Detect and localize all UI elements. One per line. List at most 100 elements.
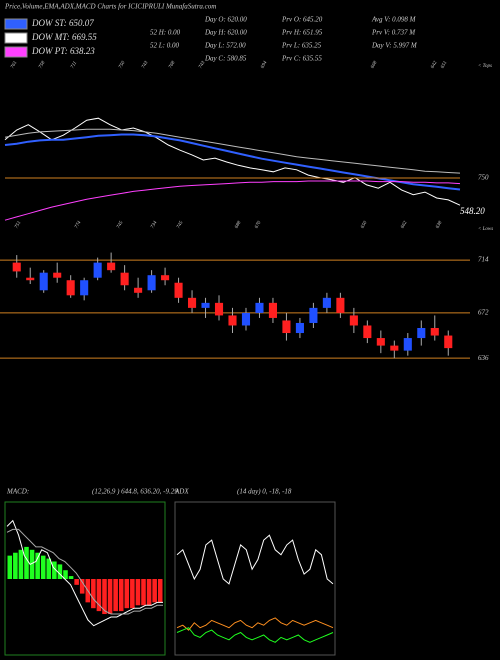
top-label: 743: [141, 60, 149, 69]
histogram-bar: [102, 579, 107, 615]
series-line: [6, 519, 163, 627]
histogram-bar: [152, 579, 157, 603]
top-label: 668: [370, 60, 378, 69]
candle-body: [134, 287, 143, 293]
histogram-bar: [79, 579, 85, 594]
candle-body: [80, 280, 89, 296]
histogram-bar: [124, 579, 130, 609]
top-label: 768: [168, 60, 176, 69]
panel-params: (12,26,9 ) 644.8, 636.20, -9.29: [92, 488, 178, 496]
candle-body: [417, 328, 426, 339]
candle-body: [12, 262, 21, 272]
info-text: Prv L: 635.25: [281, 42, 322, 50]
histogram-bar: [29, 549, 35, 579]
tops-label: < Tops: [478, 64, 492, 69]
candle-body: [444, 335, 453, 349]
histogram-bar: [141, 579, 146, 606]
low-label: 688: [234, 220, 242, 229]
histogram-bar: [46, 558, 52, 579]
low-label: 670: [254, 220, 262, 229]
candle-body: [147, 275, 156, 291]
candle-body: [39, 272, 48, 291]
level-label: 636: [478, 354, 489, 362]
low-label: 745: [116, 220, 124, 229]
candle-body: [214, 302, 224, 316]
candle-body: [349, 315, 358, 326]
series-line: [4, 133, 461, 191]
candle-body: [430, 328, 439, 336]
candle-body: [228, 315, 237, 326]
lows-label: < Lows: [478, 227, 493, 232]
macd-frame: [4, 501, 166, 656]
info-text: Prv H: 651.95: [281, 29, 323, 37]
histogram-bar: [130, 579, 135, 609]
series-line: [4, 117, 461, 206]
info-text: Day V: 5.997 M: [371, 42, 418, 50]
level-label: 714: [478, 256, 489, 264]
histogram-bar: [91, 579, 96, 609]
histogram-bar: [118, 579, 124, 612]
series-line: [6, 528, 163, 615]
histogram-bar: [146, 579, 152, 606]
candle-body: [376, 338, 385, 346]
top-label: 642: [430, 60, 438, 69]
price-label: 548.20: [460, 206, 485, 216]
candle-body: [174, 282, 183, 298]
histogram-bar: [18, 549, 24, 579]
legend-swatch: [4, 32, 28, 44]
candle-body: [363, 325, 372, 339]
histogram-bar: [135, 579, 141, 606]
page-title: Price,Volume,EMA,ADX,MACD Charts for ICI…: [4, 3, 216, 11]
top-label: 694: [260, 60, 268, 69]
adx-frame: [174, 501, 336, 656]
series-line: [4, 180, 461, 221]
top-label: 651: [440, 61, 448, 70]
histogram-bar: [63, 570, 68, 579]
histogram-bar: [13, 552, 18, 579]
histogram-bar: [52, 561, 57, 579]
panel-label: MACD:: [6, 488, 29, 496]
histogram-bar: [96, 579, 102, 612]
top-label: 758: [38, 60, 46, 69]
info-text: Prv C: 635.55: [281, 55, 322, 63]
top-label: 761: [10, 61, 18, 70]
legend-label: DOW MT: 669.55: [31, 32, 97, 42]
candle-body: [161, 275, 170, 281]
histogram-bar: [157, 579, 163, 603]
candle-body: [241, 312, 251, 326]
candle-body: [26, 277, 35, 281]
info-text: 52 L: 0.00: [150, 42, 179, 50]
top-label: 743: [198, 60, 206, 69]
panel-params: (14 day) 0, -18, -18: [237, 488, 292, 496]
candle-body: [255, 302, 264, 313]
candle-body: [390, 345, 399, 351]
series-line: [176, 627, 334, 643]
legend-swatch: [4, 46, 28, 58]
low-label: 662: [400, 220, 408, 229]
series-line: [176, 534, 334, 585]
histogram-bar: [40, 555, 46, 579]
histogram-bar: [24, 546, 29, 579]
candle-body: [336, 297, 345, 313]
candle-body: [53, 272, 62, 278]
candle-body: [93, 262, 102, 278]
candle-body: [282, 320, 291, 334]
histogram-bar: [57, 564, 63, 579]
candle-body: [268, 302, 277, 318]
info-text: 52 H: 0.00: [150, 29, 181, 37]
info-text: Day C: 580.85: [204, 55, 247, 63]
low-label: 774: [74, 220, 82, 229]
low-label: 638: [435, 220, 443, 229]
histogram-bar: [35, 552, 40, 579]
candle-body: [403, 338, 412, 351]
legend-swatch: [4, 18, 28, 30]
histogram-bar: [74, 579, 79, 585]
top-label: 711: [70, 61, 78, 70]
low-label: 751: [14, 221, 22, 230]
panel-label: ADX: [174, 488, 189, 496]
candle-body: [107, 262, 116, 271]
candle-body: [322, 297, 331, 308]
info-text: Prv V: 0.737 M: [371, 29, 416, 37]
candle-body: [188, 297, 197, 308]
